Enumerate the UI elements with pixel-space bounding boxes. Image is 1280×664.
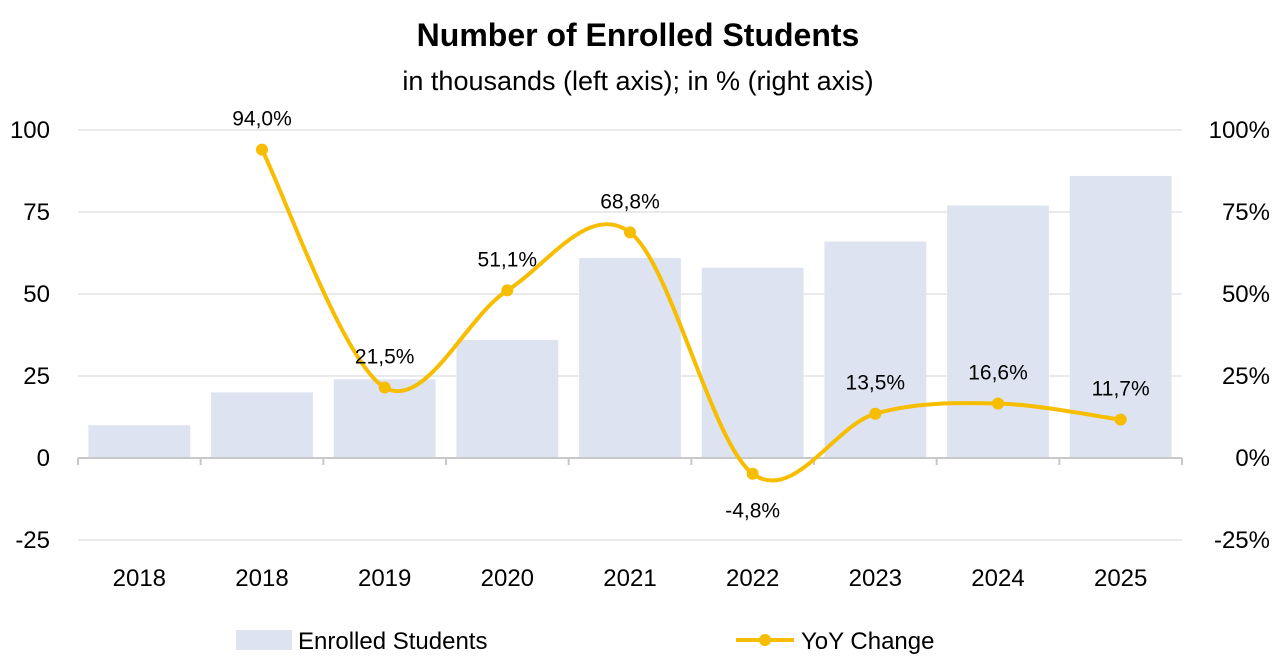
yoy-point-2025 [1114, 413, 1127, 426]
chart-title: Number of Enrolled Students [417, 17, 860, 53]
right-tick-label: 75% [1222, 199, 1270, 226]
yoy-point-2022 [746, 467, 759, 480]
left-y-axis: 100 75 50 25 0 -25 [10, 117, 50, 554]
x-tick-label: 2018 [235, 565, 288, 592]
bar-series [88, 175, 1172, 459]
left-tick-label: -25 [15, 527, 50, 554]
yoy-point-2023 [869, 407, 882, 420]
data-label-2023: 13,5% [846, 372, 906, 395]
legend-label-enrolled-students: Enrolled Students [298, 628, 487, 655]
x-axis [77, 457, 1183, 465]
x-tick-label: 2024 [971, 565, 1024, 592]
line-series [256, 143, 1127, 483]
data-label-2025: 11,7% [1092, 378, 1150, 401]
x-tick-label: 2020 [481, 565, 534, 592]
bar-2025 [1069, 175, 1172, 459]
legend-swatch-enrolled-students [236, 630, 292, 650]
left-tick-label: 100 [10, 117, 50, 144]
x-tick-label: 2018 [113, 565, 166, 592]
yoy-point-2020 [501, 284, 514, 297]
yoy-point-2019 [378, 381, 391, 394]
x-tick-label: 2023 [849, 565, 902, 592]
left-tick-label: 25 [23, 363, 50, 390]
yoy-point-2021 [624, 226, 636, 239]
data-label-2022: -4,8% [725, 500, 780, 523]
right-tick-label: -25% [1214, 527, 1270, 554]
bar-2021 [579, 257, 681, 458]
x-tick-label: 2025 [1094, 565, 1147, 592]
data-label-2020: 51,1% [478, 248, 538, 271]
left-tick-label: 50 [23, 281, 50, 308]
right-tick-label: 100% [1209, 117, 1270, 144]
right-tick-label: 0% [1235, 445, 1270, 472]
legend-label-yoy-change: YoY Change [801, 628, 934, 655]
x-axis-labels: 2018 2018 2019 2020 2021 2022 2023 2024 2025 [113, 565, 1148, 592]
left-tick-label: 0 [37, 445, 50, 472]
left-tick-label: 75 [23, 199, 50, 226]
yoy-point-2024 [992, 397, 1004, 410]
data-label-2024: 16,6% [968, 362, 1028, 385]
yoy-point-2018 [256, 143, 268, 156]
x-tick-label: 2021 [603, 565, 656, 592]
data-labels: 94,0% 21,5% 51,1% 68,8% -4,8% 13,5% 16,6% 11,7% [232, 108, 1149, 523]
bar-2018 [88, 425, 191, 458]
chart-subtitle: in thousands (left axis); in % (right ax… [402, 66, 873, 96]
x-tick-label: 2022 [726, 565, 779, 592]
right-y-axis: 100% 75% 50% 25% 0% -25% [1209, 117, 1270, 554]
bar-2020 [456, 339, 559, 458]
data-label-2019: 21,5% [355, 345, 415, 368]
legend: Enrolled Students YoY Change [236, 628, 934, 655]
bar-2022 [701, 267, 804, 458]
bar-2024 [947, 205, 1049, 458]
data-label-2021: 68,8% [600, 190, 660, 213]
data-label-2018: 94,0% [232, 108, 292, 131]
legend-marker-yoy-change [759, 634, 771, 646]
bar-2018 [211, 392, 313, 458]
right-tick-label: 50% [1222, 281, 1270, 308]
x-tick-label: 2019 [358, 565, 411, 592]
right-tick-label: 25% [1222, 363, 1270, 390]
bar-2023 [824, 241, 927, 458]
